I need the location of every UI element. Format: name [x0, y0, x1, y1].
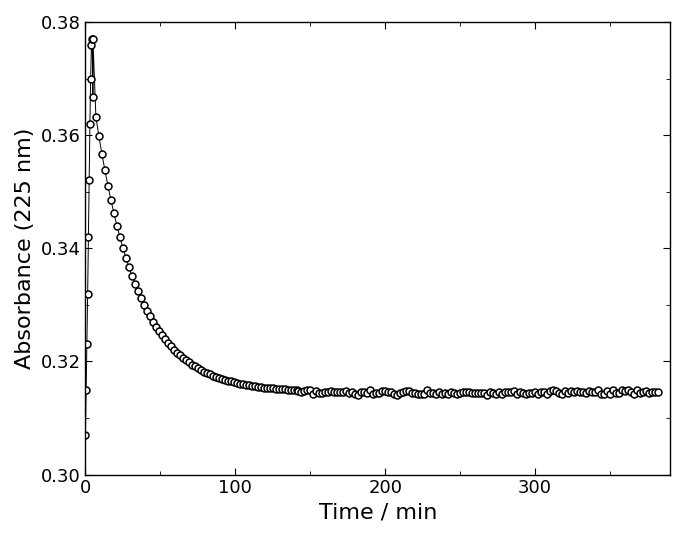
Y-axis label: Absorbance (225 nm): Absorbance (225 nm) — [15, 128, 35, 369]
X-axis label: Time / min: Time / min — [319, 503, 437, 523]
